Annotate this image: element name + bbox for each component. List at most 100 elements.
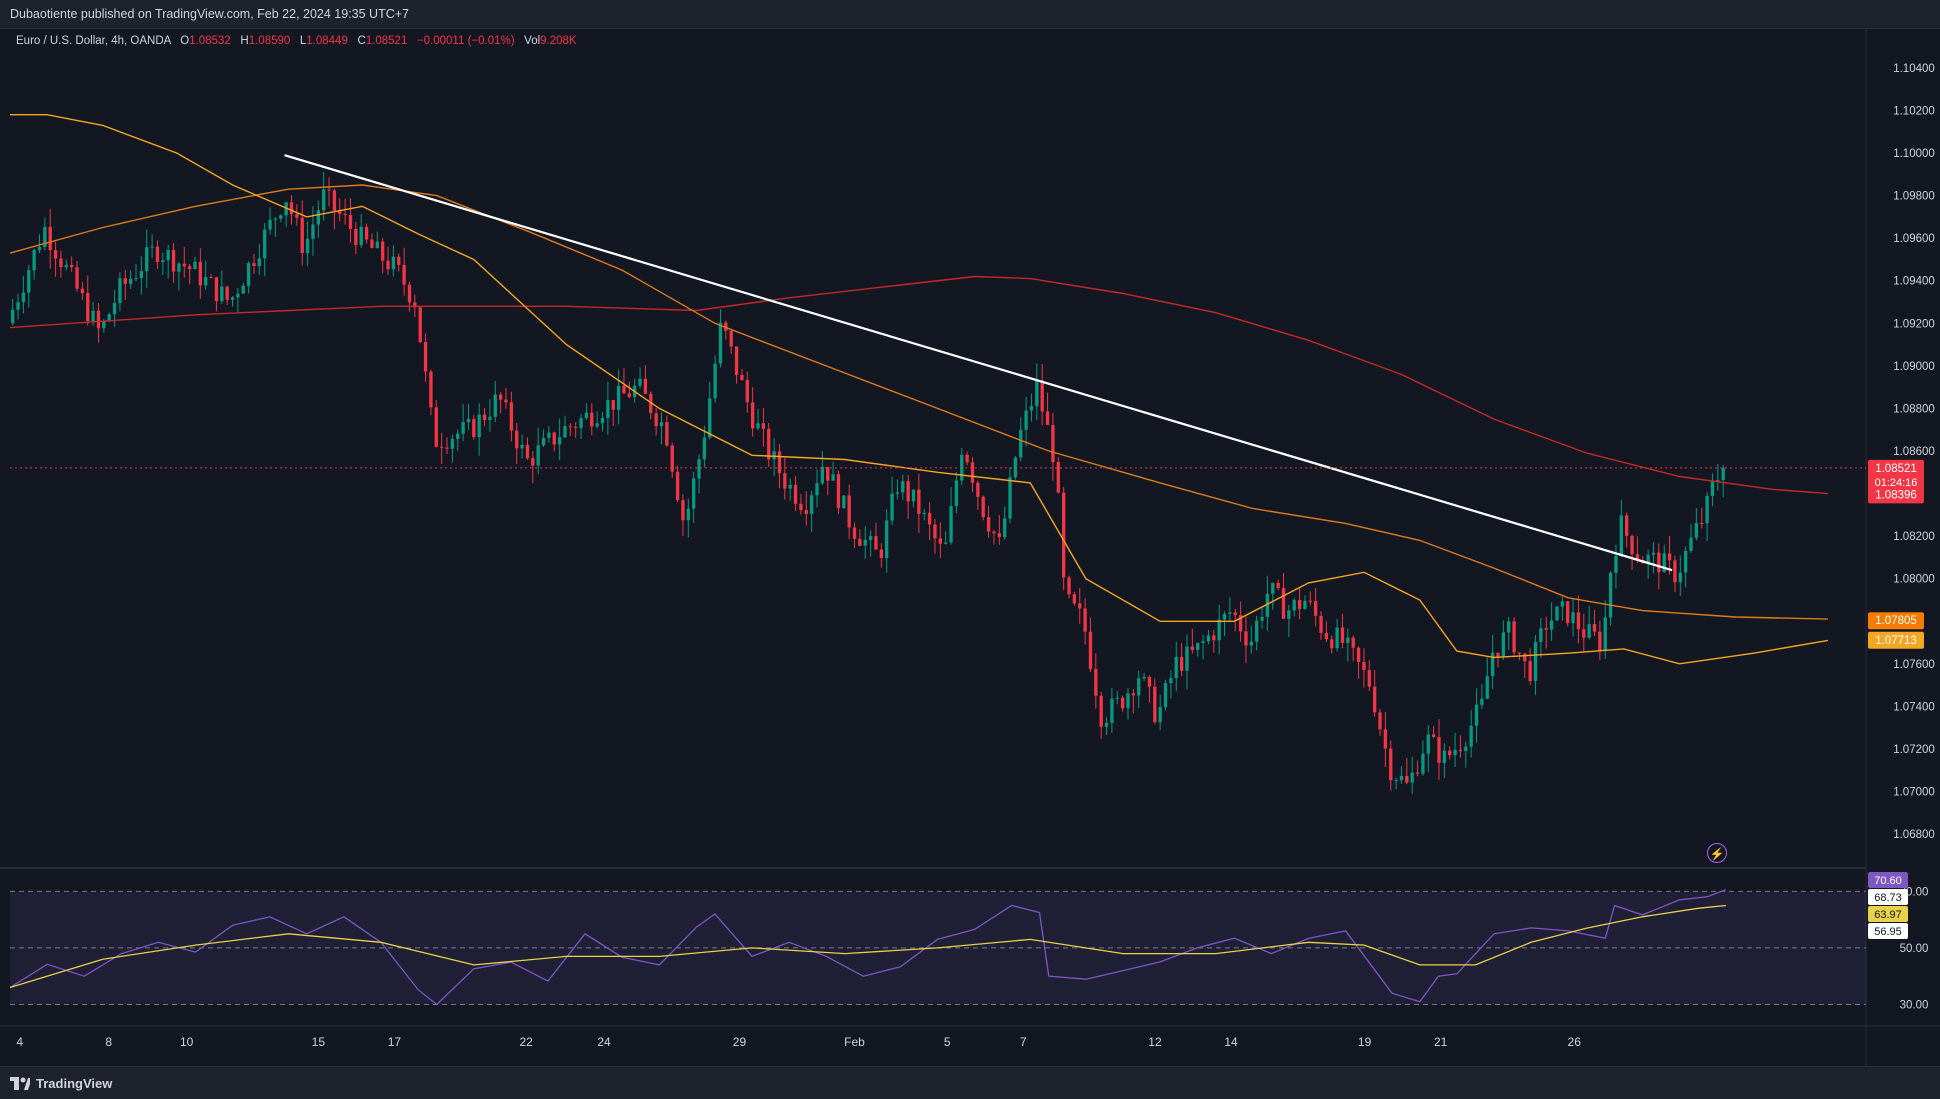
candle-body [220, 286, 224, 302]
candle-body [1008, 477, 1012, 519]
candle-body [1448, 750, 1452, 756]
candle-body [289, 202, 294, 215]
candle-body [348, 214, 353, 229]
candle-body [579, 418, 583, 428]
moving-average-line-2 [9, 184, 1828, 620]
candle-body [734, 346, 739, 375]
candle-body [1442, 750, 1447, 763]
candle-body [1464, 746, 1468, 752]
candle-body [364, 226, 369, 240]
candle-body [627, 393, 631, 397]
candle-body [756, 423, 760, 429]
candle-body [997, 533, 1001, 538]
candle-body [123, 278, 127, 284]
candle-body [112, 302, 117, 315]
price-tick-label: 1.09600 [1893, 233, 1935, 245]
candle-body [1126, 693, 1130, 709]
price-tick-label: 1.08000 [1893, 574, 1935, 586]
price-axis-label [1868, 612, 1924, 630]
candle-body [654, 413, 658, 427]
candle-body [809, 495, 814, 514]
candle-body [1587, 624, 1591, 638]
candle-body [1078, 603, 1082, 609]
candle-body [86, 293, 90, 322]
candle-body [965, 454, 969, 463]
candle-body [118, 278, 122, 303]
candle-body [381, 241, 385, 261]
candle-body [1512, 621, 1516, 653]
moving-average-line-1 [9, 275, 1828, 495]
candle-body [767, 428, 771, 460]
candle-body [204, 277, 208, 286]
candle-body [976, 482, 980, 497]
candle-body [536, 445, 540, 466]
candle-body [515, 430, 519, 449]
candle-body [890, 493, 894, 521]
time-tick-label: 26 [1568, 1035, 1582, 1049]
candle-body [745, 380, 749, 403]
candle-body [198, 261, 203, 286]
candle-body [1485, 676, 1489, 699]
candle-body [992, 531, 996, 534]
candle-body [1378, 712, 1382, 730]
candle-body [777, 451, 782, 474]
candle-body [498, 394, 503, 400]
chart-canvas[interactable]: 1.10400 1.10200 1.10000 1.09800 1.09600 1.094… [0, 28, 1940, 1066]
candle-body [1120, 697, 1125, 709]
candle-body [429, 371, 433, 408]
tradingview-logo[interactable]: TradingView [10, 1076, 112, 1091]
candle-body [1383, 729, 1388, 749]
candle-body [1212, 635, 1216, 641]
alert-bolt-icon[interactable]: ⚡ [1707, 843, 1727, 863]
candle-body [1710, 481, 1715, 496]
candle-body [1694, 523, 1699, 538]
time-tick-label: 8 [105, 1035, 112, 1049]
candle-body [1437, 736, 1441, 763]
candle-body [1174, 656, 1178, 679]
candle-body [1276, 582, 1280, 589]
rsi-axis-label [1868, 906, 1908, 922]
candle-body [563, 426, 567, 438]
candle-body [128, 278, 133, 284]
candle-body [1431, 734, 1436, 737]
candle-body [43, 226, 47, 248]
candle-body [1592, 624, 1597, 632]
candle-body [1190, 646, 1195, 650]
candle-body [541, 437, 546, 446]
price-axis-label-text: 1.07805 [1875, 615, 1917, 627]
candle-body [209, 277, 213, 279]
candle-body [1035, 380, 1039, 407]
candle-body [1544, 628, 1548, 630]
candle-body [831, 474, 835, 481]
price-tick-label: 1.09400 [1893, 276, 1935, 288]
candle-body [91, 310, 95, 322]
candle-body [1421, 753, 1425, 774]
candle-body [970, 462, 975, 483]
candle-body [1356, 647, 1361, 663]
candle-body [1147, 676, 1152, 687]
candle-body [145, 247, 149, 272]
price-tick-label: 1.07000 [1893, 787, 1935, 799]
symbol-name[interactable]: Euro / U.S. Dollar, 4h, OANDA [16, 35, 171, 47]
rsi-axis-label-text: 63.97 [1874, 909, 1902, 921]
candle-body [418, 307, 422, 343]
candle-body [1228, 612, 1232, 614]
candle-body [740, 374, 744, 381]
time-tick-label: 10 [180, 1035, 194, 1049]
candle-body [1271, 582, 1275, 594]
candle-body [1179, 656, 1184, 671]
countdown-label-text: 01:24:16 [1875, 477, 1918, 489]
candle-body [868, 536, 873, 540]
open-value: 1.08532 [189, 35, 231, 47]
price-tick-label: 1.06800 [1893, 829, 1935, 841]
candle-body [1308, 600, 1312, 602]
candle-body [482, 414, 487, 420]
candle-body [263, 229, 267, 259]
candle-body [1619, 515, 1623, 556]
candle-body [574, 426, 578, 428]
candle-body [1426, 734, 1430, 754]
candle-body [21, 292, 26, 303]
high-label: H [240, 35, 249, 47]
candle-body [713, 363, 717, 399]
candle-body [509, 402, 514, 431]
